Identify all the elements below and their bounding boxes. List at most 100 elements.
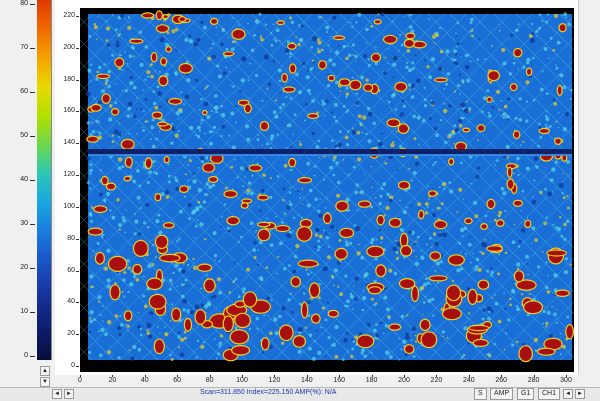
scroll-right-button[interactable]: ► [64, 389, 74, 399]
scan-speckle [346, 109, 349, 112]
scan-speckle [540, 137, 543, 140]
scan-dark-speckle [132, 114, 137, 118]
scan-speckle [121, 165, 125, 169]
scan-speckle [100, 156, 103, 158]
s-button[interactable]: S [474, 388, 487, 400]
scan-speckle [538, 122, 541, 125]
status-left-button[interactable]: ◄ [563, 389, 573, 399]
scan-texture-line [317, 13, 574, 271]
scan-dark-speckle [286, 232, 292, 238]
scan-speckle [515, 28, 519, 32]
scroll-left-button[interactable]: ◄ [52, 389, 62, 399]
scan-texture-line [119, 13, 467, 361]
scan-dark-speckle [460, 102, 466, 108]
scan-speckle [346, 299, 350, 304]
scan-defect [405, 345, 414, 353]
scan-defect [413, 41, 426, 48]
scan-speckle [430, 283, 432, 286]
scan-speckle [484, 239, 487, 241]
scan-speckle [516, 156, 520, 161]
scan-speckle [370, 165, 373, 168]
amp-button[interactable]: AMP [490, 388, 514, 400]
scan-speckle [306, 272, 310, 276]
vertical-scrollbar[interactable] [578, 0, 600, 375]
scan-speckle [474, 214, 479, 219]
scan-defect [156, 235, 168, 248]
scan-speckle [246, 267, 251, 272]
scan-speckle [171, 282, 173, 285]
scan-speckle [90, 285, 93, 289]
scan-texture-line [295, 81, 574, 361]
scan-speckle [98, 330, 100, 333]
scan-speckle [164, 332, 169, 337]
status-right-button[interactable]: ► [575, 389, 585, 399]
scan-speckle [274, 37, 276, 39]
channel-button[interactable]: CH1 [538, 388, 561, 400]
scan-dark-speckle [337, 142, 342, 148]
scan-dark-speckle [103, 235, 106, 238]
scan-speckle [428, 75, 433, 80]
scan-speckle [414, 261, 420, 266]
y-tick [76, 47, 79, 49]
scan-dark-speckle [396, 169, 399, 171]
scan-speckle [514, 116, 518, 120]
scan-defect [258, 222, 270, 227]
scan-speckle [126, 324, 130, 328]
c-scan-image[interactable] [80, 8, 574, 372]
scan-speckle [127, 330, 129, 332]
scan-speckle [279, 111, 281, 113]
scan-speckle [126, 114, 131, 118]
scan-dark-speckle [354, 276, 359, 281]
scan-dark-speckle [220, 42, 224, 46]
scan-speckle [325, 92, 327, 94]
scan-speckle [502, 191, 507, 196]
scan-dark-speckle [159, 105, 162, 108]
scan-speckle [431, 297, 435, 301]
scan-dark-speckle [392, 55, 398, 61]
scan-speckle [546, 92, 549, 95]
scan-speckle [349, 292, 353, 296]
gate-button[interactable]: G1 [517, 388, 535, 400]
scan-speckle [199, 129, 202, 132]
scan-texture-line [273, 13, 574, 315]
scan-speckle [516, 262, 521, 267]
scan-speckle [127, 290, 130, 294]
scale-up-button[interactable]: ▲ [40, 366, 50, 376]
scan-speckle [551, 191, 554, 193]
scan-speckle [443, 87, 446, 90]
scan-speckle [139, 62, 144, 67]
scan-dark-speckle [454, 52, 458, 56]
scan-defect [463, 128, 470, 132]
scan-speckle [433, 32, 436, 35]
scan-dark-speckle [312, 61, 315, 64]
scan-defect [223, 316, 233, 331]
scan-speckle [95, 78, 99, 81]
scan-speckle [254, 231, 256, 233]
scan-texture-line [295, 13, 574, 293]
scan-speckle [129, 81, 134, 86]
scan-speckle [402, 339, 407, 344]
scan-speckle [410, 179, 413, 182]
scan-speckle [104, 200, 107, 203]
scan-heatmap[interactable] [80, 8, 574, 372]
scan-speckle [462, 197, 465, 200]
scan-speckle [525, 254, 529, 259]
scan-speckle [382, 146, 384, 148]
scan-speckle [288, 200, 291, 203]
scan-speckle [260, 278, 264, 282]
scan-speckle [171, 122, 174, 125]
scale-down-button[interactable]: ▼ [40, 377, 50, 387]
scan-speckle [320, 326, 322, 329]
scan-defect [158, 122, 167, 126]
scan-speckle [301, 203, 304, 205]
scan-speckle [92, 285, 95, 288]
scan-speckle [547, 274, 549, 277]
scan-speckle [187, 179, 189, 181]
color-gradient-bar [37, 0, 52, 360]
cursor-readout: Scan=311.850 Index=225.150 AMP(%): N/A [200, 389, 337, 396]
scan-speckle [298, 24, 301, 27]
scan-speckle [120, 323, 124, 327]
colorbar-tick-label: 30 [20, 220, 28, 227]
scan-speckle [440, 202, 444, 206]
scan-defect [497, 220, 504, 226]
